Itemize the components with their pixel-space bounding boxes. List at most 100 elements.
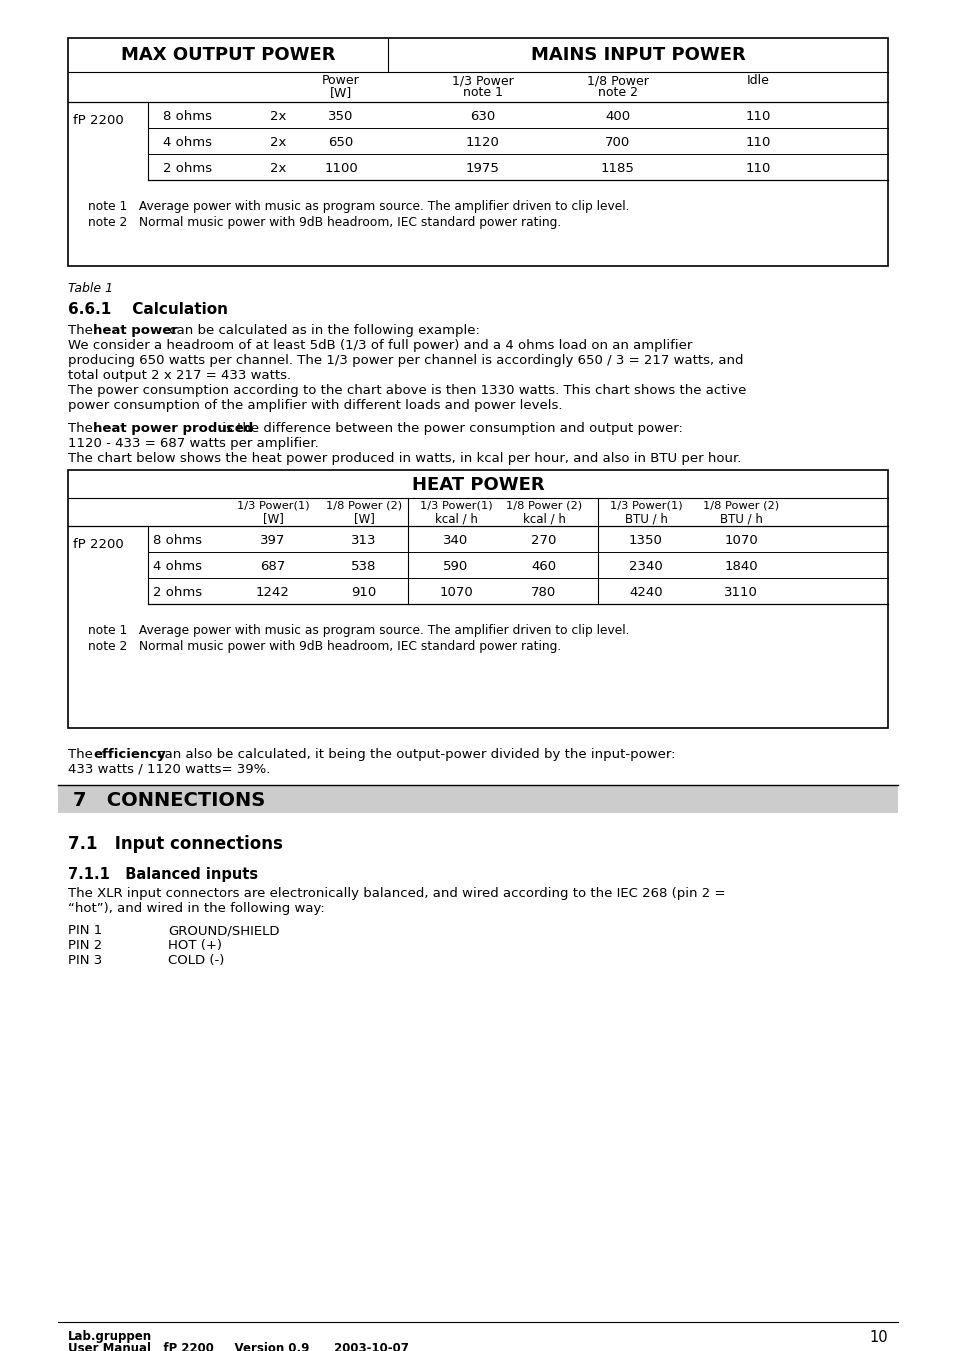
Text: 1975: 1975 xyxy=(466,162,499,176)
Text: 1185: 1185 xyxy=(600,162,635,176)
Text: 8 ohms: 8 ohms xyxy=(153,534,202,547)
Text: 4 ohms: 4 ohms xyxy=(153,561,202,573)
Text: 590: 590 xyxy=(443,561,468,573)
Text: 460: 460 xyxy=(531,561,556,573)
Text: MAX OUTPUT POWER: MAX OUTPUT POWER xyxy=(121,46,335,63)
Text: 110: 110 xyxy=(744,136,770,149)
Text: 110: 110 xyxy=(744,109,770,123)
Text: 1/8 Power (2): 1/8 Power (2) xyxy=(702,500,779,509)
Text: 1/3 Power(1): 1/3 Power(1) xyxy=(609,500,681,509)
Text: producing 650 watts per channel. The 1/3 power per channel is accordingly 650 / : producing 650 watts per channel. The 1/3… xyxy=(68,354,742,367)
Text: 7   CONNECTIONS: 7 CONNECTIONS xyxy=(73,790,265,811)
Text: 1/3 Power(1): 1/3 Power(1) xyxy=(236,500,309,509)
Bar xyxy=(68,470,887,728)
Text: 1100: 1100 xyxy=(324,162,357,176)
Text: 8 ohms: 8 ohms xyxy=(163,109,213,123)
Text: 6.6.1    Calculation: 6.6.1 Calculation xyxy=(68,303,228,317)
Text: 397: 397 xyxy=(260,534,285,547)
Text: The: The xyxy=(68,748,97,761)
Text: Idle: Idle xyxy=(746,74,769,86)
Text: 1120 - 433 = 687 watts per amplifier.: 1120 - 433 = 687 watts per amplifier. xyxy=(68,436,318,450)
Text: 1070: 1070 xyxy=(723,534,757,547)
Text: can also be calculated, it being the output-power divided by the input-power:: can also be calculated, it being the out… xyxy=(152,748,675,761)
Text: 1350: 1350 xyxy=(628,534,662,547)
Text: efficiency: efficiency xyxy=(92,748,166,761)
Text: PIN 1: PIN 1 xyxy=(68,924,102,938)
Text: [W]: [W] xyxy=(354,512,374,526)
Text: fP 2200: fP 2200 xyxy=(73,113,124,127)
Text: HOT (+): HOT (+) xyxy=(168,939,222,952)
Text: 400: 400 xyxy=(605,109,630,123)
Text: 7.1   Input connections: 7.1 Input connections xyxy=(68,835,283,852)
Text: 1/8 Power (2): 1/8 Power (2) xyxy=(326,500,401,509)
Text: [W]: [W] xyxy=(330,86,352,99)
Bar xyxy=(58,785,897,813)
Text: HEAT POWER: HEAT POWER xyxy=(412,476,544,494)
Text: GROUND/SHIELD: GROUND/SHIELD xyxy=(168,924,279,938)
Text: Lab.gruppen: Lab.gruppen xyxy=(68,1329,152,1343)
Text: 1840: 1840 xyxy=(723,561,757,573)
Text: 1/8 Power (2): 1/8 Power (2) xyxy=(505,500,581,509)
Text: 3110: 3110 xyxy=(723,586,757,598)
Text: The: The xyxy=(68,324,97,336)
Text: 1/8 Power: 1/8 Power xyxy=(586,74,648,86)
Text: 910: 910 xyxy=(351,586,376,598)
Text: heat power produced: heat power produced xyxy=(92,422,253,435)
Text: The power consumption according to the chart above is then 1330 watts. This char: The power consumption according to the c… xyxy=(68,384,745,397)
Text: 340: 340 xyxy=(443,534,468,547)
Text: 2x: 2x xyxy=(270,109,286,123)
Text: note 1   Average power with music as program source. The amplifier driven to cli: note 1 Average power with music as progr… xyxy=(88,624,629,638)
Text: power consumption of the amplifier with different loads and power levels.: power consumption of the amplifier with … xyxy=(68,399,562,412)
Text: note 2   Normal music power with 9dB headroom, IEC standard power rating.: note 2 Normal music power with 9dB headr… xyxy=(88,216,560,230)
Text: PIN 3: PIN 3 xyxy=(68,954,102,967)
Text: 4240: 4240 xyxy=(629,586,662,598)
Text: 2 ohms: 2 ohms xyxy=(163,162,213,176)
Text: kcal / h: kcal / h xyxy=(522,512,565,526)
Text: COLD (-): COLD (-) xyxy=(168,954,224,967)
Text: 780: 780 xyxy=(531,586,556,598)
Text: Power: Power xyxy=(322,74,359,86)
Text: BTU / h: BTU / h xyxy=(719,512,761,526)
Text: 110: 110 xyxy=(744,162,770,176)
Text: 7.1.1   Balanced inputs: 7.1.1 Balanced inputs xyxy=(68,867,258,882)
Bar xyxy=(68,38,887,266)
Text: 650: 650 xyxy=(328,136,354,149)
Text: [W]: [W] xyxy=(262,512,283,526)
Text: 1/3 Power(1): 1/3 Power(1) xyxy=(419,500,492,509)
Text: 10: 10 xyxy=(868,1329,887,1346)
Text: 1242: 1242 xyxy=(255,586,290,598)
Text: fP 2200: fP 2200 xyxy=(73,538,124,551)
Text: 270: 270 xyxy=(531,534,557,547)
Text: Table 1: Table 1 xyxy=(68,282,113,295)
Text: 1070: 1070 xyxy=(438,586,473,598)
Text: 350: 350 xyxy=(328,109,354,123)
Text: 313: 313 xyxy=(351,534,376,547)
Text: can be calculated as in the following example:: can be calculated as in the following ex… xyxy=(165,324,479,336)
Text: note 2: note 2 xyxy=(598,86,638,99)
Text: note 1: note 1 xyxy=(462,86,502,99)
Text: 2x: 2x xyxy=(270,136,286,149)
Text: 630: 630 xyxy=(470,109,496,123)
Text: We consider a headroom of at least 5dB (1/3 of full power) and a 4 ohms load on : We consider a headroom of at least 5dB (… xyxy=(68,339,692,353)
Text: 1/3 Power: 1/3 Power xyxy=(452,74,514,86)
Text: “hot”), and wired in the following way:: “hot”), and wired in the following way: xyxy=(68,902,324,915)
Text: 433 watts / 1120 watts= 39%.: 433 watts / 1120 watts= 39%. xyxy=(68,763,270,775)
Text: 2 ohms: 2 ohms xyxy=(153,586,202,598)
Text: note 1   Average power with music as program source. The amplifier driven to cli: note 1 Average power with music as progr… xyxy=(88,200,629,213)
Text: is the difference between the power consumption and output power:: is the difference between the power cons… xyxy=(218,422,682,435)
Text: PIN 2: PIN 2 xyxy=(68,939,102,952)
Text: 2x: 2x xyxy=(270,162,286,176)
Text: 2340: 2340 xyxy=(628,561,662,573)
Text: heat power: heat power xyxy=(92,324,177,336)
Text: total output 2 x 217 = 433 watts.: total output 2 x 217 = 433 watts. xyxy=(68,369,291,382)
Text: User Manual   fP 2200     Version 0.9      2003-10-07: User Manual fP 2200 Version 0.9 2003-10-… xyxy=(68,1342,409,1351)
Text: 700: 700 xyxy=(605,136,630,149)
Text: 1120: 1120 xyxy=(466,136,499,149)
Text: 538: 538 xyxy=(351,561,376,573)
Text: kcal / h: kcal / h xyxy=(435,512,476,526)
Text: 4 ohms: 4 ohms xyxy=(163,136,213,149)
Text: MAINS INPUT POWER: MAINS INPUT POWER xyxy=(530,46,744,63)
Text: The: The xyxy=(68,422,97,435)
Text: The XLR input connectors are electronically balanced, and wired according to the: The XLR input connectors are electronica… xyxy=(68,888,724,900)
Text: BTU / h: BTU / h xyxy=(624,512,667,526)
